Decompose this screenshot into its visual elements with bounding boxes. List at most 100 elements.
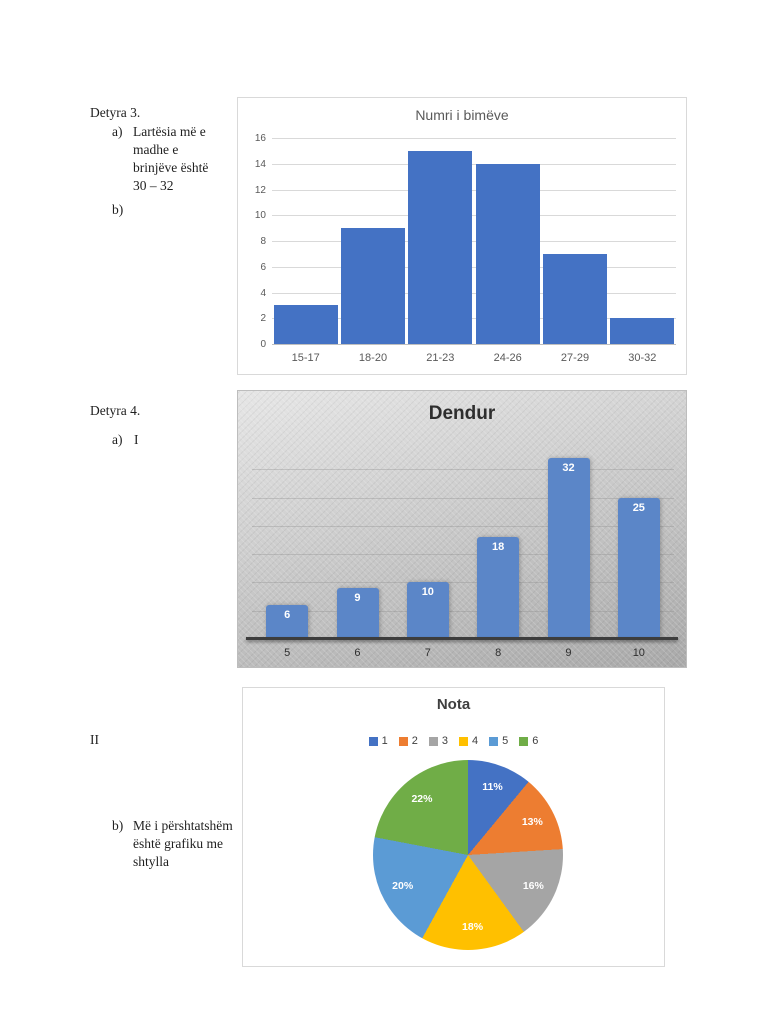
gridline <box>272 241 676 242</box>
x-axis-tick-label: 18-20 <box>358 352 388 364</box>
legend-label: 5 <box>502 735 509 747</box>
bar-value-label: 25 <box>632 501 645 514</box>
detyra3-item-a-text: Lartësia më e madhe e brinjëve është 30 … <box>133 124 209 193</box>
histogram-bar <box>610 318 675 344</box>
legend-item: 6 <box>519 735 538 747</box>
pie-chart-nota: Nota 1 2 3 4 5 6 11% 13% 16% 18% 20% 22% <box>242 687 665 967</box>
y-axis-tick-label: 2 <box>260 313 266 325</box>
legend-swatch <box>368 736 378 746</box>
x-axis-tick-label: 8 <box>495 647 502 659</box>
gridline <box>252 497 674 499</box>
x-axis-tick-label: 5 <box>284 647 291 659</box>
bar-value-label: 32 <box>562 462 575 475</box>
histogram-bar <box>475 163 540 344</box>
legend-item: 1 <box>368 735 388 747</box>
x-axis-tick-label: 15-17 <box>291 352 320 364</box>
legend-item: 2 <box>398 735 418 747</box>
detyra4-item-b-marker: b) <box>112 818 124 833</box>
bar-value-label: 6 <box>284 609 291 622</box>
detyra3-item-b-marker: b) <box>112 202 124 217</box>
legend-label: 4 <box>472 735 479 747</box>
y-axis-tick-label: 14 <box>254 158 266 170</box>
chart2-title: Dendur <box>428 403 496 424</box>
bar-value-label: 18 <box>492 541 505 554</box>
histogram-bar <box>273 305 338 344</box>
bar-value-label: 10 <box>421 586 434 599</box>
pie-slice-label: 20% <box>392 879 414 892</box>
legend-label: 6 <box>532 735 539 747</box>
pie: 11% 13% 16% 18% 20% 22% <box>373 760 563 950</box>
pie-slice-label: 22% <box>411 793 433 806</box>
x-axis-tick-label: 7 <box>424 647 431 659</box>
x-axis-tick-label: 24-26 <box>493 352 522 364</box>
legend-item: 5 <box>489 735 508 747</box>
y-axis-tick-label: 6 <box>260 261 266 273</box>
gridline <box>272 266 676 268</box>
bar <box>336 588 379 639</box>
y-axis-tick-label: 16 <box>254 133 266 144</box>
gridline <box>252 582 674 584</box>
x-axis-tick-label: 9 <box>565 647 572 659</box>
gridline <box>252 469 674 471</box>
y-axis-tick-label: 0 <box>260 339 266 350</box>
pie-slice-label: 11% <box>482 781 503 794</box>
detyra4-item-a-marker: a) <box>112 432 123 447</box>
y-axis-tick-label: 12 <box>254 184 266 196</box>
legend-item: 4 <box>459 735 478 747</box>
gridline <box>272 189 676 191</box>
gridline <box>272 318 676 320</box>
x-axis-tick-label: 10 <box>632 647 645 659</box>
bar-value-label: 9 <box>354 592 361 605</box>
chart3-title: Nota <box>436 696 471 713</box>
legend-swatch <box>489 736 499 746</box>
detyra4-item-b-text: Më i përshtatshëm është grafiku me shtyl… <box>133 818 233 869</box>
y-axis-tick-label: 10 <box>254 210 266 222</box>
gridline <box>252 525 674 527</box>
bar <box>406 582 449 639</box>
pie-slice-label: 16% <box>522 879 544 892</box>
x-axis-line <box>246 637 678 640</box>
detyra4-heading: Detyra 4. <box>90 403 141 418</box>
bar <box>547 458 590 639</box>
gridline <box>272 163 676 165</box>
chart1-plot-area: 0 2 4 6 8 10 12 14 16 15-17 18-20 21-23 24-26 27-29 30… <box>255 133 676 364</box>
gridline <box>272 292 676 294</box>
detyra4-item-a-text: I <box>134 432 139 447</box>
gridline <box>252 554 674 556</box>
chart2-plot-area: 6 5 9 6 10 7 18 8 32 9 25 10 <box>252 449 674 659</box>
detyra4-item-ii: II <box>90 732 99 747</box>
pie-slice-label: 18% <box>462 921 484 934</box>
histogram-bar <box>408 150 473 344</box>
histogram-chart: Numri i bimëve 0 2 4 6 8 10 12 14 16 15-17 18-20 21… <box>237 97 687 375</box>
histogram-bar <box>340 228 406 344</box>
chart1-title: Numri i bimëve <box>415 107 509 123</box>
gridline <box>272 215 676 217</box>
legend-label: 2 <box>411 735 418 747</box>
x-axis-tick-label: 27-29 <box>560 352 590 364</box>
gridline <box>252 610 674 612</box>
legend-swatch <box>459 736 468 746</box>
gridline <box>272 138 676 139</box>
chart3-legend: 1 2 3 4 5 6 <box>243 735 664 747</box>
legend-swatch <box>519 736 529 746</box>
bar <box>477 537 520 639</box>
legend-swatch <box>428 736 438 746</box>
x-axis-tick-label: 21-23 <box>426 352 455 364</box>
detyra3-heading: Detyra 3. <box>90 105 141 120</box>
detyra3-item-a-marker: a) <box>112 124 123 139</box>
pie-slice-label: 13% <box>521 816 543 829</box>
histogram-bar <box>542 253 608 344</box>
gridline <box>272 344 676 345</box>
y-axis-tick-label: 8 <box>260 236 266 247</box>
bar <box>617 497 660 639</box>
legend-swatch <box>398 736 408 746</box>
legend-label: 1 <box>381 735 388 747</box>
bar <box>266 605 309 639</box>
legend-label: 3 <box>441 735 448 747</box>
y-axis-tick-label: 4 <box>260 287 266 299</box>
x-axis-tick-label: 6 <box>354 647 361 659</box>
bar-chart-dendur: Dendur 6 5 9 6 10 7 18 8 32 9 25 10 <box>237 390 687 668</box>
legend-item: 3 <box>428 735 448 747</box>
x-axis-tick-label: 30-32 <box>628 352 657 364</box>
